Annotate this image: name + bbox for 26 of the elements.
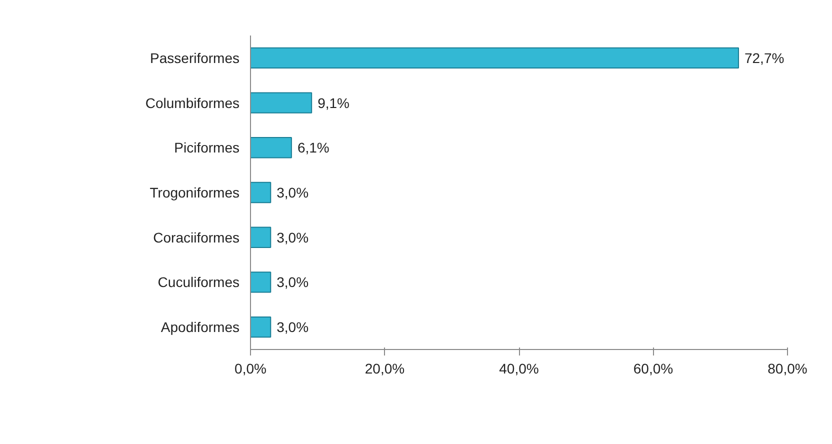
bar	[250, 92, 312, 114]
x-tick-label: 80,0%	[768, 360, 808, 376]
y-tick-label: Coraciiformes	[153, 229, 240, 246]
bar	[250, 272, 272, 293]
bar	[250, 316, 272, 338]
x-tick-label: 40,0%	[499, 360, 539, 376]
bar	[250, 47, 739, 69]
bar	[250, 182, 272, 204]
data-label: 3,0%	[276, 319, 309, 336]
data-label: 9,1%	[318, 94, 350, 111]
y-tick-label: Trogoniformes	[150, 184, 240, 200]
data-label: 72,7%	[744, 50, 784, 66]
x-tick-label: 60,0%	[633, 360, 674, 376]
y-tick-label: Apodiformes	[160, 319, 240, 336]
y-tick-label: Passeriformes	[150, 50, 240, 66]
bar	[250, 226, 272, 248]
y-tick-label: Cuculiformes	[158, 274, 240, 290]
data-label: 3,0%	[276, 184, 309, 200]
y-tick-label: Piciformes	[174, 140, 240, 156]
data-label: 3,0%	[276, 229, 309, 246]
data-label: 6,1%	[297, 140, 330, 156]
x-tick-label: 0,0%	[234, 360, 266, 376]
y-tick-label: Columbiformes	[145, 94, 240, 111]
bar	[250, 137, 292, 158]
data-label: 3,0%	[276, 274, 309, 290]
x-tick-label: 20,0%	[364, 360, 405, 376]
